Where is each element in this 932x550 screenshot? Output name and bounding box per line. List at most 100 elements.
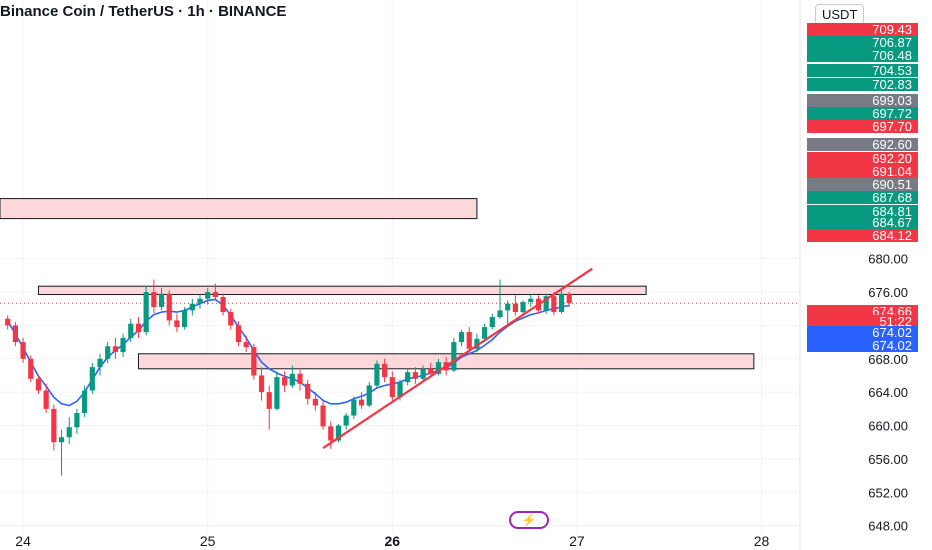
candle: [182, 307, 188, 330]
candle: [43, 383, 49, 414]
x-tick-label: 28: [754, 533, 770, 549]
candle: [328, 421, 334, 449]
candle: [212, 283, 218, 301]
candle: [174, 313, 180, 333]
trendline[interactable]: [322, 267, 593, 449]
candle: [520, 300, 526, 314]
candle-body: [451, 342, 457, 371]
candle-body: [428, 368, 434, 374]
candle-body: [551, 296, 557, 313]
candle-body: [320, 405, 326, 427]
zone-rect: [0, 198, 478, 220]
candle-body: [497, 310, 503, 318]
candle: [320, 400, 326, 430]
candle-body: [205, 292, 211, 299]
candle-body: [174, 320, 180, 328]
candle-body: [12, 325, 18, 343]
candle-body: [312, 398, 318, 406]
candle: [412, 367, 418, 384]
bolt-icon[interactable]: ⚡: [509, 511, 549, 529]
candle-body: [266, 392, 272, 409]
candle-body: [5, 318, 11, 326]
candle-body: [189, 303, 195, 311]
candle-body: [328, 426, 334, 441]
price-label: 706.48: [807, 49, 918, 62]
candle-body: [512, 303, 518, 313]
y-tick-label: 668.00: [868, 352, 908, 367]
chart-title: Binance Coin / TetherUS · 1h · BINANCE: [0, 3, 287, 20]
candle: [128, 318, 134, 343]
price-label: 684.81: [807, 205, 918, 218]
price-label: 674.02: [807, 339, 918, 352]
candle: [82, 385, 88, 418]
candle: [543, 293, 549, 314]
candle: [489, 313, 495, 330]
candle-body: [220, 297, 226, 313]
candle-body: [97, 358, 103, 368]
candle: [282, 371, 288, 393]
candle-body: [343, 415, 349, 426]
candle-body: [358, 399, 365, 406]
candle: [312, 392, 318, 411]
candle-body: [74, 413, 80, 428]
candle: [28, 355, 34, 383]
candle: [235, 321, 242, 347]
candle: [143, 285, 149, 336]
currency-unit-button[interactable]: USDT: [815, 4, 865, 25]
candle-body: [382, 363, 388, 378]
candle: [158, 287, 165, 311]
price-label: 702.83: [807, 78, 918, 91]
candle: [289, 365, 295, 388]
candle-body: [412, 372, 418, 379]
candle: [58, 429, 65, 476]
price-label: 706.87: [807, 36, 918, 49]
candle-body: [151, 292, 157, 308]
candle-body: [482, 327, 488, 339]
supply-demand-zones[interactable]: [0, 198, 755, 370]
candle-body: [420, 368, 426, 379]
candle: [343, 413, 349, 430]
candle-body: [20, 342, 26, 359]
candle-body: [351, 399, 357, 416]
trendline-segment: [322, 267, 593, 449]
candle-body: [305, 383, 311, 399]
candle: [51, 404, 57, 451]
price-label: 51:22: [807, 315, 918, 328]
candle-body: [166, 293, 172, 321]
candle-body: [405, 372, 411, 383]
price-label: 697.70: [807, 120, 918, 133]
candle: [389, 371, 395, 401]
candle: [497, 279, 503, 319]
candle-body: [489, 317, 495, 328]
candle-body: [28, 358, 34, 379]
candle-body: [274, 377, 280, 409]
candle-body: [235, 325, 242, 343]
candle: [351, 396, 357, 419]
candle: [558, 290, 565, 314]
price-label: 697.72: [807, 107, 918, 120]
candle-body: [528, 298, 534, 303]
candle: [135, 317, 142, 338]
candle: [120, 333, 126, 358]
candle: [97, 353, 103, 376]
candle-body: [82, 390, 88, 414]
price-label: 684.67: [807, 216, 918, 229]
candle-body: [197, 298, 203, 304]
x-tick-label: 24: [15, 533, 31, 549]
price-label: 692.60: [807, 138, 918, 151]
candle-body: [112, 346, 118, 353]
price-label: 687.68: [807, 191, 918, 204]
candle-body: [182, 310, 188, 328]
candle-body: [297, 373, 303, 384]
candle-body: [474, 338, 480, 349]
candle: [20, 337, 26, 363]
candle: [266, 385, 272, 430]
candle: [551, 292, 557, 316]
candle: [458, 329, 465, 347]
candle-body: [435, 362, 442, 374]
candle-body: [289, 373, 295, 386]
candle-body: [466, 332, 472, 349]
candle: [251, 343, 257, 380]
candle: [374, 360, 380, 388]
